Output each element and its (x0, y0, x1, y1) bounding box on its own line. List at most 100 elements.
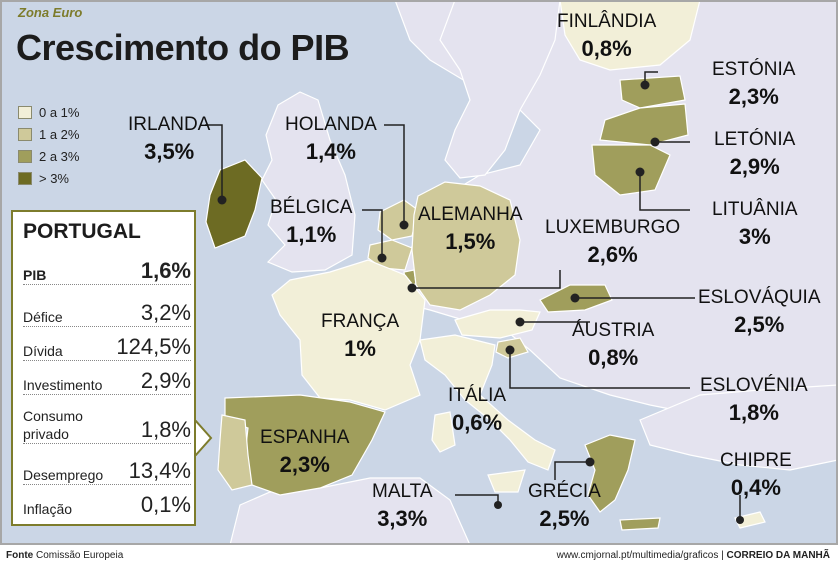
label-letonia: LETÓNIA 2,9% (714, 130, 795, 178)
map-frame (0, 0, 838, 545)
country-name: GRÉCIA (528, 481, 601, 502)
label-austria: ÁUSTRIA 0,8% (572, 321, 654, 369)
label-lituania: LITUÂNIA 3% (712, 200, 798, 248)
pt-row-label: Desemprego (23, 466, 104, 483)
region-sicily (487, 469, 526, 493)
land-north-africa (229, 477, 471, 545)
source-credit: Fonte Comissão Europeia (6, 550, 123, 561)
pt-row-divida: Dívida 124,5% (23, 334, 191, 361)
country-value: 2,3% (279, 452, 330, 477)
pt-row-label: Défice (23, 308, 63, 325)
region-cyprus (734, 511, 766, 529)
label-italia: ITÁLIA 0,6% (448, 386, 506, 434)
pt-row-value: 1,8% (140, 417, 191, 442)
pt-row-value: 13,4% (128, 458, 191, 483)
country-name: CHIPRE (720, 450, 792, 471)
country-value: 0,8% (588, 345, 639, 370)
land-turkey (639, 384, 838, 471)
label-chipre: CHIPRE 0,4% (720, 451, 792, 499)
country-value: 3,3% (377, 506, 428, 531)
pt-title: PORTUGAL (23, 220, 141, 243)
region-greece (584, 434, 636, 513)
country-name: FINLÂNDIA (557, 11, 657, 32)
page-title: Crescimento do PIB (16, 27, 350, 68)
legend-item: 2 a 3% (18, 147, 79, 165)
region-spain (224, 394, 386, 496)
publisher-url[interactable]: www.cmjornal.pt/multimedia/graficos (556, 550, 719, 561)
region-italy (419, 334, 556, 471)
country-name: ÁUSTRIA (572, 320, 655, 341)
country-name: IRLANDA (128, 114, 211, 135)
region-france (271, 259, 426, 411)
region-germany (411, 181, 521, 311)
country-name: ALEMANHA (418, 204, 523, 225)
pt-row-value: 124,5% (116, 334, 191, 359)
region-finland (559, 0, 701, 71)
pt-row-label: PIB (23, 266, 47, 283)
region-latvia (599, 103, 689, 146)
kicker: Zona Euro (18, 5, 83, 20)
country-value: 3% (738, 224, 771, 249)
legend-item: > 3% (18, 169, 69, 187)
legend-item: 1 a 2% (18, 125, 79, 143)
label-franca: FRANÇA 1% (321, 312, 399, 360)
country-name: HOLANDA (285, 114, 377, 135)
pt-box-pointer (195, 420, 213, 456)
region-austria (454, 309, 541, 339)
region-lithuania (591, 144, 671, 196)
land-scandinavia (439, 0, 561, 179)
legend-label: > 3% (39, 170, 69, 186)
footer-separator: | (721, 550, 724, 561)
country-name: ITÁLIA (448, 385, 507, 406)
country-name: FRANÇA (321, 311, 400, 332)
country-value: 2,6% (587, 242, 638, 267)
country-value: 0,6% (451, 410, 503, 435)
region-sardinia (431, 411, 456, 453)
country-value: 2,9% (729, 154, 780, 179)
legend-swatch (18, 105, 32, 119)
label-holanda: HOLANDA 1,4% (285, 115, 377, 163)
label-irlanda: IRLANDA 3,5% (128, 115, 210, 163)
country-value: 1,5% (445, 229, 496, 254)
country-name: MALTA (372, 481, 433, 502)
label-luxemburgo: LUXEMBURGO 2,6% (545, 218, 680, 266)
europe-map (0, 0, 838, 545)
label-alemanha: ALEMANHA 1,5% (418, 205, 523, 253)
country-value: 2,3% (728, 84, 779, 109)
label-espanha: ESPANHA 2,3% (260, 428, 349, 476)
portugal-info-box: PORTUGAL PIB 1,6% Défice 3,2% Dívida 124… (11, 210, 196, 526)
country-value: 1% (344, 336, 376, 361)
region-portugal (217, 414, 253, 491)
country-name: ESLOVÁQUIA (698, 287, 821, 308)
country-value: 1,1% (286, 222, 337, 247)
land-uk (261, 91, 356, 273)
country-name: ESLOVÉNIA (700, 375, 808, 396)
pt-row-value: 0,1% (140, 492, 191, 517)
region-crete (619, 517, 661, 531)
source-label: Fonte (6, 550, 34, 561)
label-eslovenia: ESLOVÉNIA 1,8% (700, 376, 808, 424)
legend-label: 2 a 3% (39, 148, 80, 164)
pt-row-desemprego: Desemprego 13,4% (23, 458, 191, 485)
region-ireland (205, 159, 263, 249)
pt-row-label: Investimento (23, 376, 103, 393)
pt-row-value: 2,9% (140, 368, 191, 393)
label-belgica: BÉLGICA 1,1% (270, 198, 352, 246)
label-estonia: ESTÓNIA 2,3% (712, 60, 795, 108)
pt-row-investimento: Investimento 2,9% (23, 368, 191, 395)
leader-lines (205, 71, 741, 520)
legend-swatch (18, 171, 32, 185)
label-eslovaquia: ESLOVÁQUIA 2,5% (698, 288, 821, 336)
publisher-credit: www.cmjornal.pt/multimedia/graficos | CO… (557, 550, 830, 561)
region-estonia (619, 75, 686, 109)
legend-label: 0 a 1% (39, 104, 80, 120)
source-name: Comissão Europeia (36, 550, 124, 561)
legend-swatch (18, 149, 32, 163)
country-value: 0,8% (581, 36, 632, 61)
legend-label: 1 a 2% (39, 126, 80, 142)
label-grecia: GRÉCIA 2,5% (528, 482, 601, 530)
leader-dots (217, 80, 744, 524)
country-name: ESTÓNIA (712, 59, 796, 80)
pt-row-value: 1,6% (140, 258, 191, 283)
